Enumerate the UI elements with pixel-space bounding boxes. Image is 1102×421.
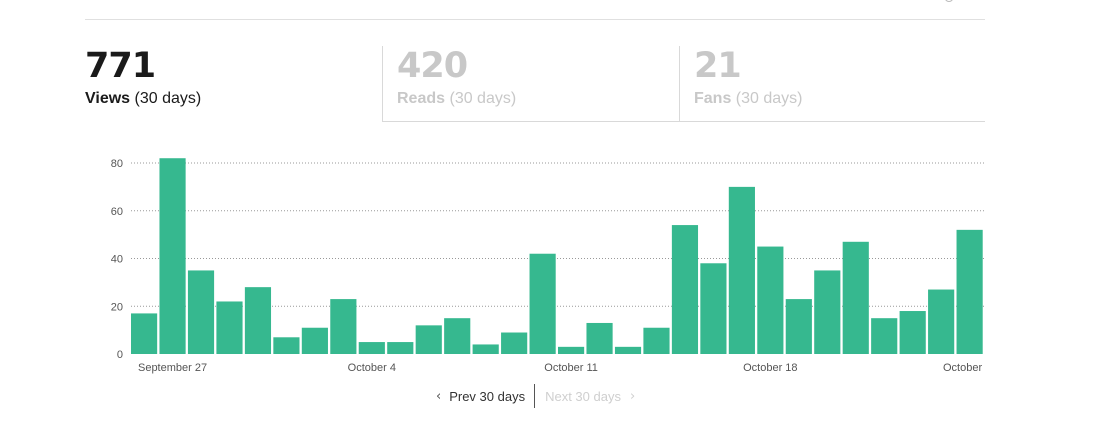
bar	[614, 346, 642, 354]
bar	[159, 158, 186, 354]
reads-label-text: Reads	[397, 90, 446, 107]
pager-divider	[534, 384, 536, 408]
fans-period: (30 days)	[735, 90, 803, 107]
bar	[415, 325, 442, 354]
bar	[358, 342, 385, 354]
x-tick-label: October 4	[348, 362, 396, 374]
bar	[216, 301, 243, 354]
bar	[330, 299, 357, 354]
x-tick-label: October 18	[743, 362, 797, 374]
bar	[643, 327, 670, 354]
next-30-days-button[interactable]: Next 30 days ›	[535, 389, 635, 404]
bar	[586, 322, 613, 354]
bar	[757, 246, 784, 354]
views-period: (30 days)	[134, 90, 202, 107]
bar	[899, 311, 926, 354]
bar	[671, 225, 699, 354]
bar	[842, 241, 869, 354]
partial-glyph-icon	[944, 0, 954, 2]
views-bar-chart: 0 20 40 60 80 September 27 October 4 October 11…	[0, 140, 1102, 380]
next-label: Next 30 days	[545, 388, 621, 404]
bar	[444, 318, 471, 354]
bar	[956, 229, 983, 354]
reads-count: 420	[397, 46, 468, 86]
prev-30-days-button[interactable]: ‹ Prev 30 days	[436, 389, 534, 404]
reads-period: (30 days)	[449, 90, 517, 107]
bar	[700, 263, 727, 354]
bar	[131, 313, 158, 354]
stats-tabs: 771 Views (30 days) 420 Reads (30 days) …	[85, 46, 985, 122]
y-tick-label: 0	[117, 349, 123, 361]
bar	[301, 327, 328, 354]
bar	[187, 270, 215, 354]
top-divider	[85, 19, 985, 20]
bar	[387, 342, 414, 354]
bar	[273, 337, 300, 354]
tab-views[interactable]: 771 Views (30 days)	[85, 46, 382, 122]
bar	[529, 253, 556, 354]
x-tick-label: October	[943, 362, 982, 374]
tab-fans[interactable]: 21 Fans (30 days)	[679, 46, 985, 122]
bar	[785, 299, 812, 354]
bar	[244, 287, 272, 354]
reads-label: Reads (30 days)	[397, 90, 679, 108]
bar	[558, 346, 585, 354]
y-tick-label: 80	[111, 158, 123, 170]
bar	[814, 270, 841, 354]
tab-reads[interactable]: 420 Reads (30 days)	[382, 46, 679, 122]
chevron-right-icon: ›	[629, 388, 636, 404]
y-tick-label: 20	[111, 301, 123, 313]
bar	[501, 332, 528, 354]
prev-label: Prev 30 days	[449, 388, 526, 404]
chevron-left-icon: ‹	[436, 388, 442, 404]
x-tick-label: September 27	[138, 362, 207, 374]
y-tick-label: 60	[111, 206, 123, 218]
bar	[472, 344, 499, 354]
bar	[728, 186, 755, 354]
x-tick-label: October 11	[544, 362, 598, 374]
views-label: Views (30 days)	[85, 90, 382, 108]
fans-label-text: Fans	[694, 90, 732, 107]
pagination: ‹ Prev 30 days Next 30 days ›	[436, 384, 635, 408]
fans-count: 21	[694, 46, 742, 86]
views-count: 771	[85, 46, 156, 86]
bar	[871, 318, 898, 354]
bar	[928, 289, 955, 354]
chart-svg: 0 20 40 60 80 September 27 October 4 October 11…	[111, 158, 985, 374]
views-label-text: Views	[85, 90, 131, 107]
fans-label: Fans (30 days)	[694, 90, 985, 108]
y-tick-label: 40	[111, 254, 123, 266]
